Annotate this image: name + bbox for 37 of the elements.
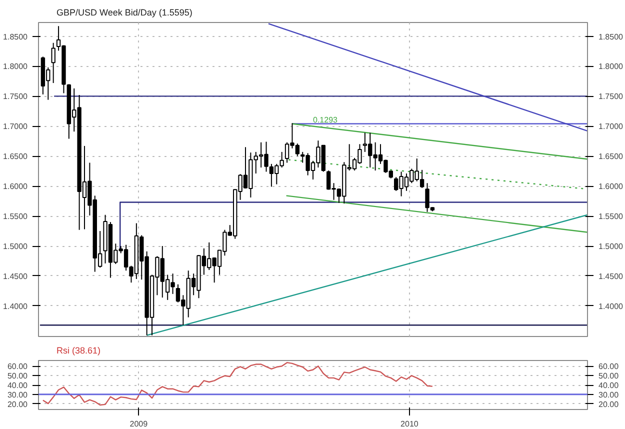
y-tick-label: 1.8500 (3, 32, 28, 42)
y-tick-label: 20.00 (7, 400, 28, 409)
x-tick-label: 2010 (400, 420, 419, 428)
y2-tick-label: 40.00 (598, 381, 620, 390)
y2-tick-label: 1.5500 (598, 212, 624, 222)
y-tick-label: 1.4500 (3, 272, 28, 281)
y2-tick-label: 30.00 (598, 390, 620, 400)
line-series (42, 362, 434, 406)
y-tick-label: 1.5000 (3, 242, 28, 252)
chart-title: GBP/USD Week Bid/Day (1.5595) (56, 8, 192, 18)
y-tick-label: 1.8000 (3, 62, 28, 72)
y2-tick-label: 1.8000 (598, 62, 624, 72)
candlestick (51, 42, 56, 84)
y-tick-label: 1.5500 (3, 212, 28, 222)
y-tick-label: 1.6000 (3, 182, 28, 192)
y2-tick-label: 1.7000 (598, 122, 624, 132)
y2-tick-label: 1.4000 (598, 302, 624, 311)
y2-tick-label: 60.00 (598, 362, 620, 372)
annotation: 0.1293 (313, 116, 338, 125)
y2-tick-label: 1.6500 (598, 152, 624, 162)
y2-tick-label: 50.00 (598, 372, 620, 381)
y-tick-label: 30.00 (7, 390, 28, 400)
y-tick-label: 60.00 (7, 362, 28, 372)
y-tick-label: 50.00 (7, 372, 28, 381)
y-tick-label: 1.4000 (3, 302, 28, 311)
chart-title: Rsi (38.61) (56, 346, 101, 356)
y2-tick-label: 1.7500 (598, 92, 624, 102)
y2-tick-label: 1.6000 (598, 182, 624, 192)
y-tick-label: 1.7000 (3, 122, 28, 132)
y-tick-label: 1.6500 (3, 152, 28, 162)
y-tick-label: 40.00 (7, 381, 28, 390)
y2-tick-label: 1.8500 (598, 32, 624, 42)
y2-tick-label: 1.5000 (598, 242, 624, 252)
x-tick-label: 2009 (130, 420, 148, 428)
y-tick-label: 1.7500 (3, 92, 28, 102)
y2-tick-label: 1.4500 (598, 272, 624, 281)
y2-tick-label: 20.00 (598, 400, 620, 409)
